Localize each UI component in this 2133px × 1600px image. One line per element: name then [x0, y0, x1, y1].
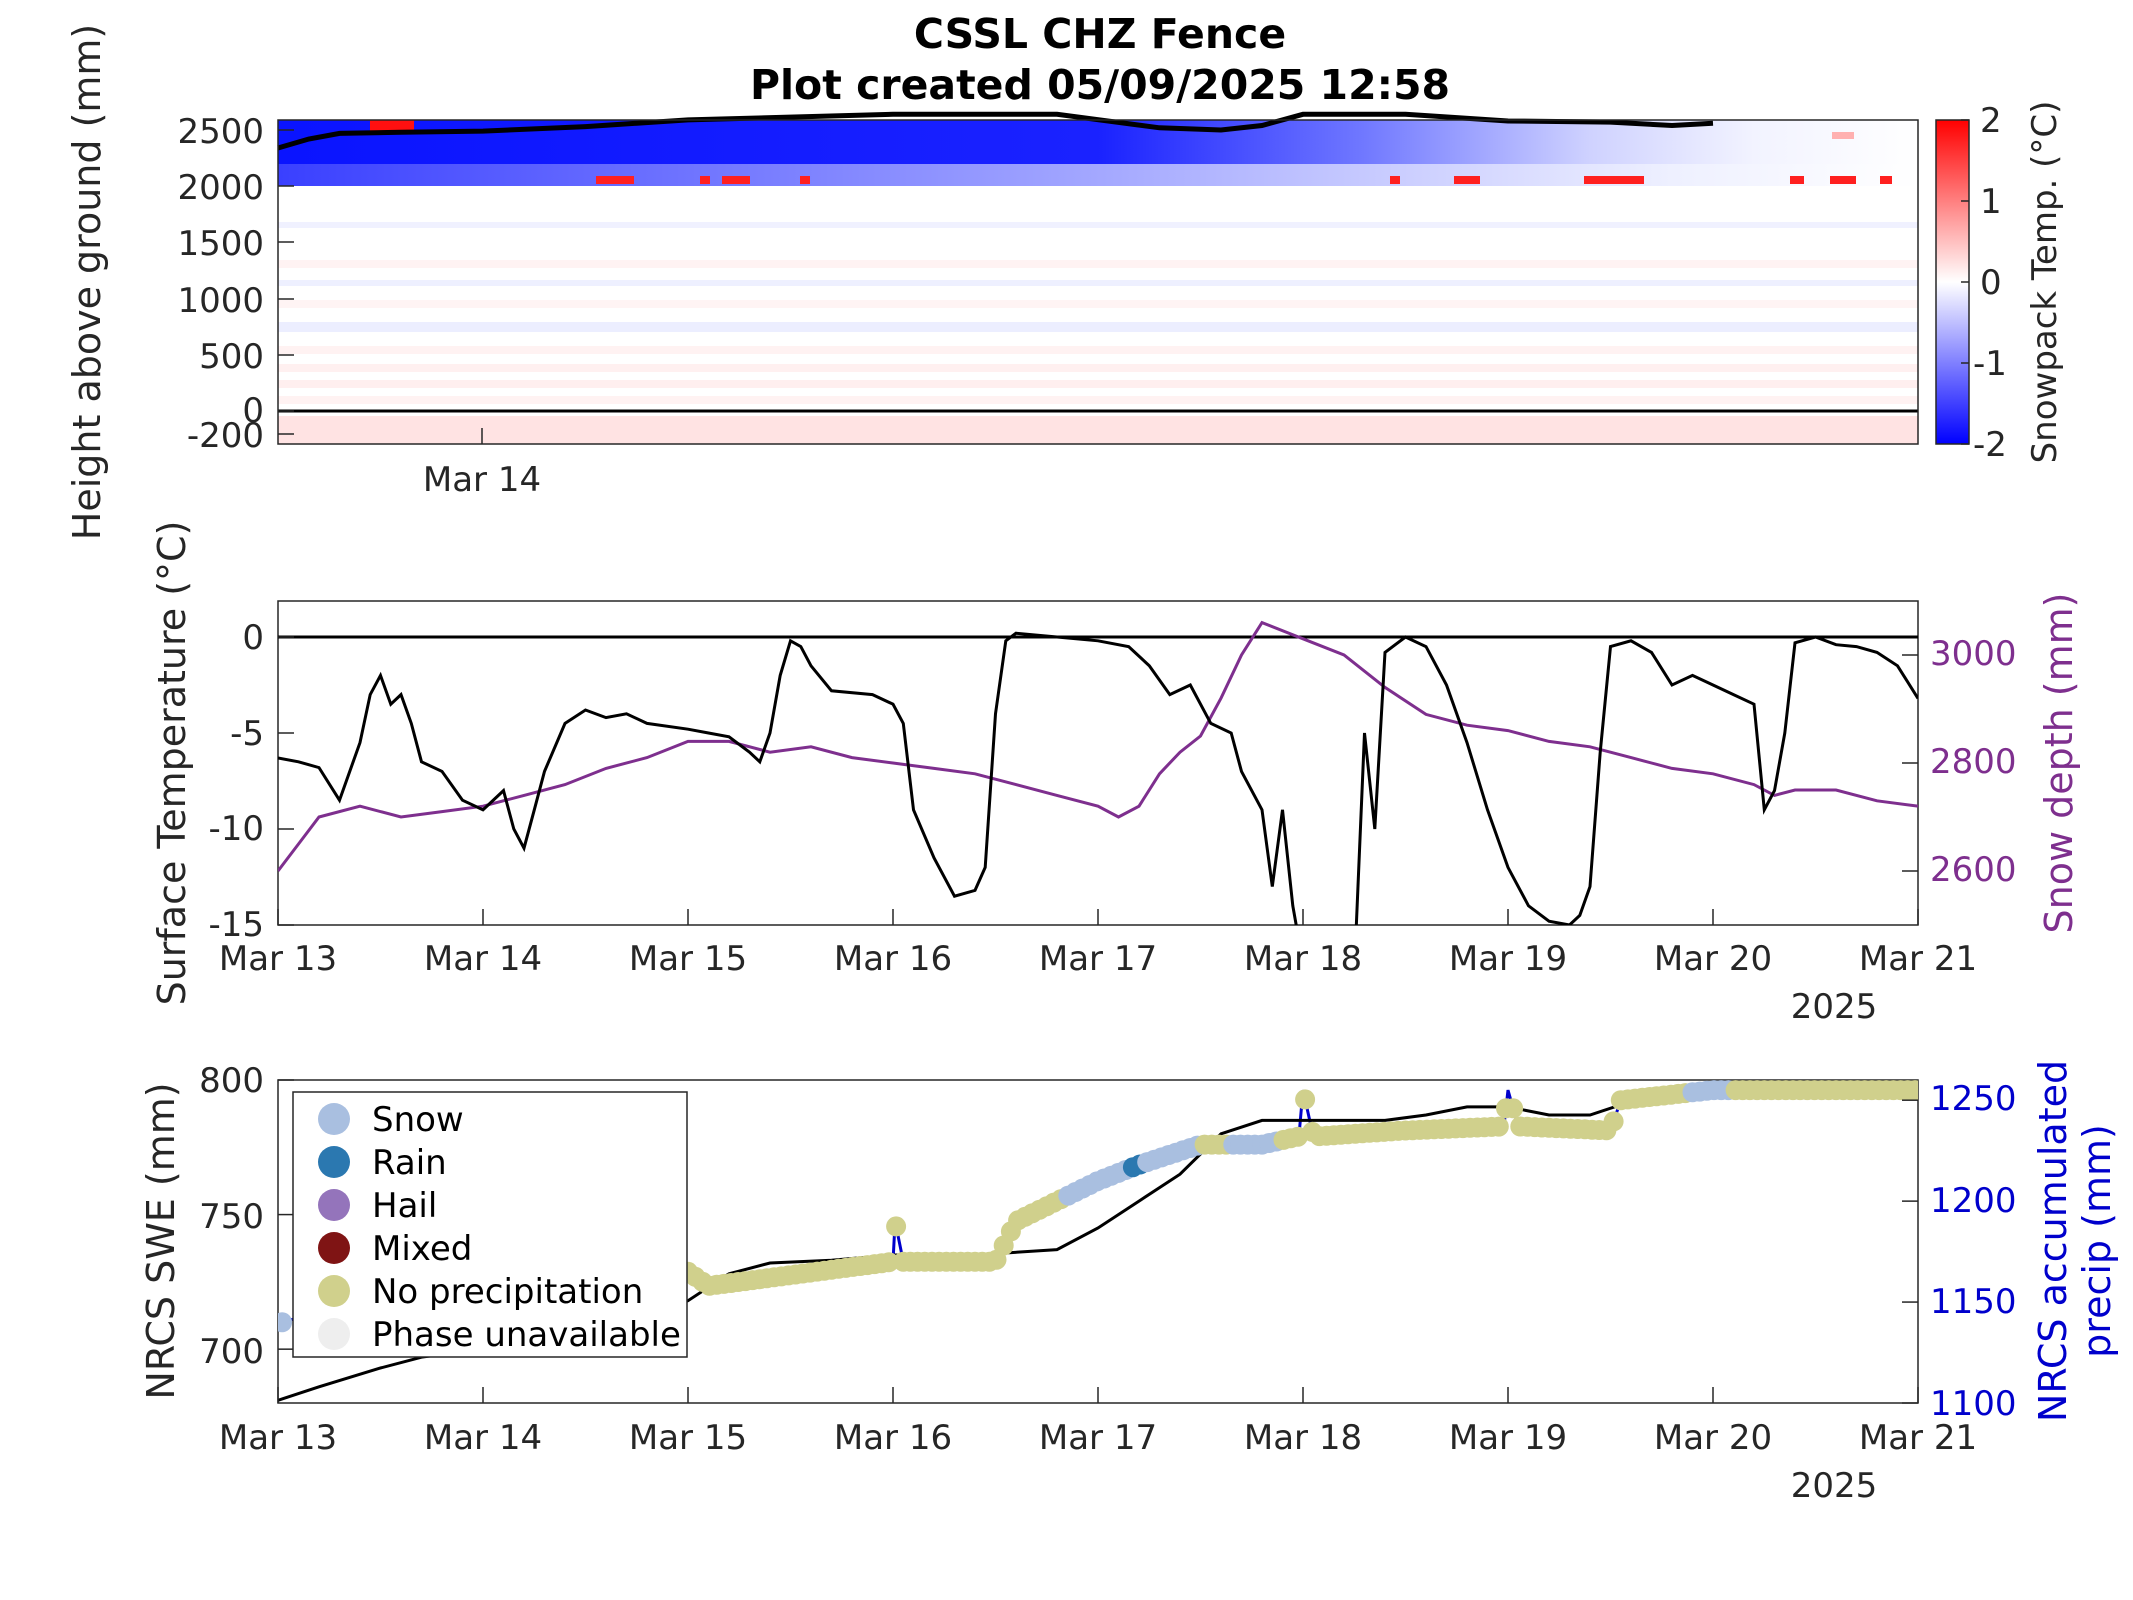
phase-marker: [1488, 1116, 1509, 1137]
depth-ytick-label: 2600: [1930, 850, 2017, 890]
x-tick-label: Mar 15: [629, 1418, 747, 1458]
phase-marker: [886, 1216, 907, 1237]
temperature-depth-panel: 0 -5 -10 -15 3000 2800 2600 Mar 13 Mar 14…: [150, 521, 2081, 1027]
heatmap-ytick-label: 0: [242, 391, 264, 431]
x-tick-label: Mar 13: [219, 939, 337, 979]
x-tick-label: Mar 19: [1449, 939, 1567, 979]
swe-y-axis-label: NRCS SWE (mm): [139, 1082, 183, 1399]
snow-surface-line: [277, 111, 1714, 151]
legend-label: Phase unavailable: [372, 1315, 681, 1355]
snowpack-heatmap-panel: 2500 2000 1500 1000 500 0 -200 Mar 14 2 …: [65, 24, 2065, 541]
x-tick-label: Mar 15: [629, 939, 747, 979]
figure-title-line2: Plot created 05/09/2025 12:58: [750, 61, 1450, 109]
colorbar-label: Snowpack Temp. (°C): [2025, 101, 2065, 464]
legend-box: [292, 1091, 688, 1358]
legend-marker-rain: [318, 1146, 350, 1178]
x-tick-label: Mar 18: [1244, 939, 1362, 979]
phase-marker: [1904, 1080, 1918, 1101]
surface-temperature-series: [278, 631, 1918, 925]
colorbar-tick-label: 0: [1980, 263, 2002, 303]
heatmap-ytick-label: -200: [187, 416, 264, 456]
phase-marker: [878, 1252, 899, 1273]
x-tick-label: Mar 21: [1859, 1418, 1977, 1458]
x-tick-label: Mar 21: [1859, 939, 1977, 979]
precip-ytick-label: 1150: [1930, 1282, 2017, 1322]
colorbar-ticks: [1961, 119, 1969, 445]
heatmap-ytick-label: 2000: [177, 168, 264, 208]
heatmap-ytick-label: 2500: [177, 112, 264, 152]
precip-y-axis-label-line2: precip (mm): [2075, 1124, 2119, 1358]
x-tick-label: Mar 14: [424, 939, 542, 979]
heatmap-frame: [277, 119, 1919, 445]
temp-axis-ticks: [277, 636, 1919, 926]
x-tick-label: Mar 18: [1244, 1418, 1362, 1458]
legend-label: Snow: [372, 1100, 464, 1140]
swe-ytick-label: 700: [199, 1332, 264, 1372]
colorbar-tick-label: -1: [1973, 344, 2007, 384]
swe-ytick-label: 800: [199, 1061, 264, 1101]
x-tick-label: Mar 19: [1449, 1418, 1567, 1458]
depth-ytick-label: 3000: [1930, 634, 2017, 674]
legend-marker-mixed: [318, 1232, 350, 1264]
precip-y-axis-label-line1: NRCS accumulated: [2031, 1060, 2075, 1422]
year-label: 2025: [1791, 1466, 1878, 1506]
figure-title-line1: CSSL CHZ Fence: [914, 10, 1286, 58]
heatmap-warm-patch: [1832, 132, 1854, 139]
legend-label: No precipitation: [372, 1272, 643, 1312]
precip-ytick-label: 1200: [1930, 1181, 2017, 1221]
phase-marker: [278, 1312, 293, 1333]
heatmap-ytick-label: 500: [199, 337, 264, 377]
depth-ytick-label: 2800: [1930, 742, 2017, 782]
legend-marker-snow: [318, 1103, 350, 1135]
heatmap-red-dashes: [596, 176, 1892, 184]
x-tick-label: Mar 20: [1654, 939, 1772, 979]
x-tick-label: Mar 20: [1654, 1418, 1772, 1458]
x-tick-label: Mar 13: [219, 1418, 337, 1458]
temp-ytick-label: -10: [208, 809, 264, 849]
depth-y-axis-label: Snow depth (mm): [2037, 593, 2081, 934]
heatmap-y-axis-label: Height above ground (mm): [65, 24, 109, 541]
colorbar-tick-label: 1: [1980, 182, 2002, 222]
legend-marker-phase-unavailable: [318, 1318, 350, 1350]
temp-ytick-label: 0: [242, 618, 264, 658]
swe-x-tick-labels: Mar 13 Mar 14 Mar 15 Mar 16 Mar 17 Mar 18 Mar …: [219, 1418, 1977, 1458]
legend-marker-hail: [318, 1189, 350, 1221]
heatmap-xtick-label: Mar 14: [423, 460, 541, 500]
colorbar-tick-label: 2: [1980, 101, 2002, 141]
legend-marker-no-precip: [318, 1275, 350, 1307]
x-tick-label: Mar 16: [834, 1418, 952, 1458]
legend-label: Mixed: [372, 1229, 472, 1269]
heatmap-faint-bands: [278, 222, 1918, 444]
snow-depth-series: [278, 620, 1918, 872]
heatmap-ytick-label: 1500: [177, 224, 264, 264]
swe-precip-panel: 800 750 700 1250 1200 1150 1100 Mar 13 Ma…: [139, 1060, 2119, 1506]
heatmap-y-ticks: [278, 129, 483, 444]
phase-marker: [1295, 1089, 1316, 1110]
x-tick-label: Mar 17: [1039, 939, 1157, 979]
swe-ytick-label: 750: [199, 1197, 264, 1237]
temp-y-axis-label: Surface Temperature (°C): [150, 521, 194, 1006]
precip-ytick-label: 1100: [1930, 1384, 2017, 1424]
phase-marker: [1503, 1098, 1524, 1119]
x-tick-label: Mar 14: [424, 1418, 542, 1458]
x-tick-label: Mar 16: [834, 939, 952, 979]
legend-label: Hail: [372, 1186, 437, 1226]
phase-marker: [1603, 1111, 1624, 1132]
temp-plot-frame: [277, 600, 1919, 926]
temp-x-tick-labels: Mar 13 Mar 14 Mar 15 Mar 16 Mar 17 Mar 18 Mar …: [219, 939, 1977, 979]
year-label: 2025: [1791, 987, 1878, 1027]
temp-ytick-label: -15: [208, 905, 264, 945]
precip-phase-markers: [278, 1080, 1918, 1333]
swe-axis-ticks: [277, 1079, 1919, 1404]
precip-ytick-label: 1250: [1930, 1079, 2017, 1119]
legend-label: Rain: [372, 1143, 447, 1183]
phase-legend: Snow Rain Hail Mixed No precipitation Ph…: [292, 1091, 688, 1358]
colorbar-tick-label: -2: [1973, 425, 2007, 465]
heatmap-ytick-label: 1000: [177, 281, 264, 321]
heatmap-snow-band-lower: [278, 164, 1918, 186]
temp-ytick-label: -5: [230, 714, 264, 754]
x-tick-label: Mar 17: [1039, 1418, 1157, 1458]
